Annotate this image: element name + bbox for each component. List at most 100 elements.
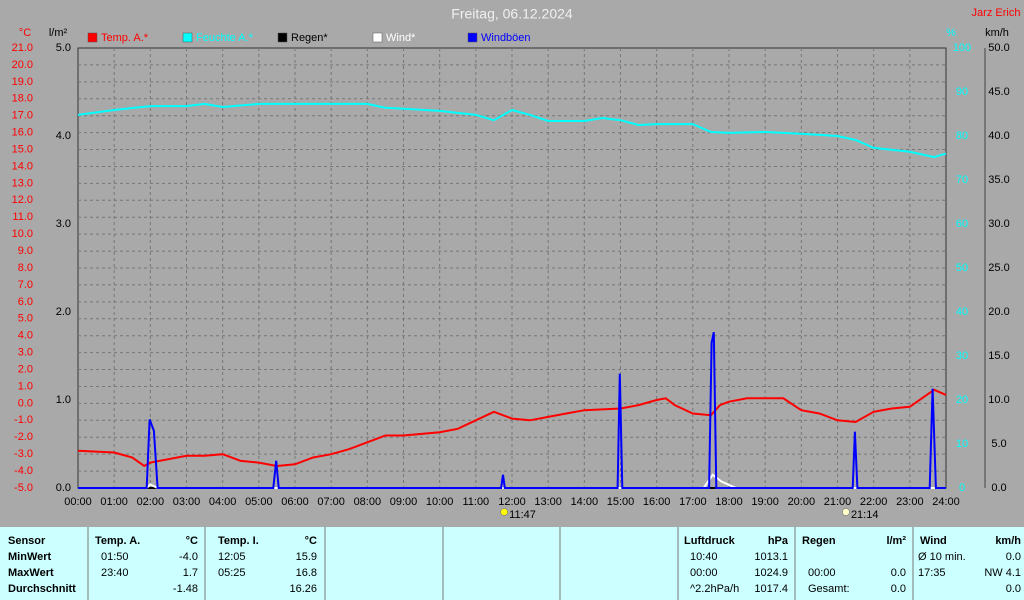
table-cell: NW 4.1 [984,567,1021,579]
x-tick-label: 10:00 [426,496,454,508]
y-tick-label: 5.0 [991,438,1006,450]
y-tick-label: 3.0 [56,218,71,230]
y-tick-label: 20 [956,394,968,406]
x-tick-label: 07:00 [317,496,345,508]
table-cell: Ø 10 min. [918,551,966,563]
x-tick-label: 06:00 [281,496,309,508]
x-tick-label: 21:00 [824,496,852,508]
x-tick-label: 00:00 [64,496,92,508]
y-tick-label: -1.0 [14,414,33,426]
axis-unit: l/m² [49,27,68,39]
table-cell: 15.9 [296,551,317,563]
legend-label: Windböen [481,32,531,44]
legend-swatch [372,32,383,43]
y-tick-label: 20.0 [988,306,1009,318]
table-cell: 0.0 [1006,583,1021,595]
y-tick-label: 70 [956,174,968,186]
y-tick-label: 1.0 [18,380,33,392]
table-cell: km/h [995,535,1021,547]
table-cell: -4.0 [179,551,198,563]
table-cell: 1013.1 [754,551,788,563]
y-tick-label: 5.0 [18,313,33,325]
legend-swatch [87,32,98,43]
table-cell: 1017.4 [754,583,788,595]
y-tick-label: 0.0 [18,397,33,409]
table-cell: hPa [768,535,789,547]
axis-unit: % [946,27,956,39]
y-tick-label: 50.0 [988,42,1009,54]
table-cell: MinWert [8,551,52,563]
table-cell: ^2.2hPa/h [690,583,739,595]
x-tick-label: 02:00 [137,496,165,508]
table-cell: 00:00 [808,567,836,579]
table-cell: 16.8 [296,567,317,579]
x-tick-label: 04:00 [209,496,237,508]
x-tick-label: 16:00 [643,496,671,508]
y-tick-label: -4.0 [14,465,33,477]
x-tick-label: 01:00 [100,496,128,508]
y-tick-label: 8.0 [18,262,33,274]
y-tick-label: 2.0 [56,306,71,318]
y-tick-label: 19.0 [12,76,33,88]
y-tick-label: 0 [959,482,965,494]
x-tick-label: 14:00 [571,496,599,508]
x-tick-label: 09:00 [390,496,418,508]
y-tick-label: 40.0 [988,130,1009,142]
x-tick-label: 05:00 [245,496,273,508]
x-tick-label: 12:00 [498,496,526,508]
table-cell: °C [305,535,317,547]
author: Jarz Erich [972,7,1021,19]
series-line [78,331,946,489]
y-tick-label: 0.0 [991,482,1006,494]
y-tick-label: 60 [956,218,968,230]
legend-label: Wind* [386,32,416,44]
table-cell: Regen [802,535,836,547]
y-tick-label: 80 [956,130,968,142]
y-tick-label: 10 [956,438,968,450]
table-cell: 17:35 [918,567,946,579]
x-tick-label: 19:00 [751,496,779,508]
y-tick-label: 30 [956,350,968,362]
x-tick-label: 18:00 [715,496,743,508]
legend-label: Temp. A.* [101,32,149,44]
y-tick-label: 1.0 [56,394,71,406]
y-tick-label: 7.0 [18,279,33,291]
y-tick-label: 15.0 [988,350,1009,362]
y-tick-label: 10.0 [988,394,1009,406]
axis-unit: km/h [985,27,1009,39]
table-cell: 0.0 [891,583,906,595]
y-tick-label: 21.0 [12,42,33,54]
table-cell: Sensor [8,535,46,547]
x-tick-label: 08:00 [354,496,382,508]
legend-swatch [182,32,193,43]
y-tick-label: 17.0 [12,110,33,122]
y-tick-label: 4.0 [56,130,71,142]
annotation: 11:47 [509,509,536,521]
table-cell: Temp. I. [218,535,259,547]
legend-label: Regen* [291,32,328,44]
stats-table [0,527,1024,600]
y-tick-label: 35.0 [988,174,1009,186]
y-tick-label: 100 [953,42,971,54]
axis-unit: °C [19,27,31,39]
y-tick-label: 20.0 [12,59,33,71]
y-tick-label: 25.0 [988,262,1009,274]
legend-label: Feuchte A.* [196,32,254,44]
y-tick-label: 40 [956,306,968,318]
x-tick-label: 15:00 [607,496,635,508]
y-tick-label: 50 [956,262,968,274]
x-tick-label: 13:00 [534,496,562,508]
y-tick-label: 12.0 [12,194,33,206]
x-tick-label: 22:00 [860,496,888,508]
table-cell: Gesamt: [808,583,850,595]
y-tick-label: 10.0 [12,228,33,240]
y-tick-label: 14.0 [12,160,33,172]
y-tick-label: 5.0 [56,42,71,54]
x-tick-label: 03:00 [173,496,201,508]
y-tick-label: 6.0 [18,296,33,308]
table-cell: 12:05 [218,551,246,563]
moon-icon [842,508,850,516]
table-cell: Temp. A. [95,535,140,547]
y-tick-label: 13.0 [12,177,33,189]
